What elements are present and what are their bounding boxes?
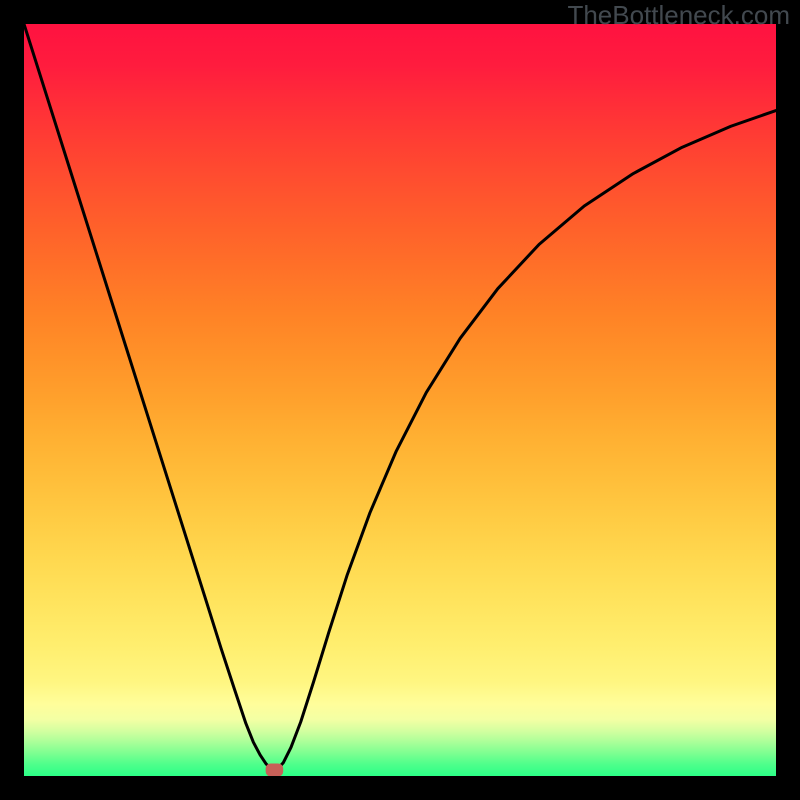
chart-frame — [0, 0, 800, 800]
watermark-text: TheBottleneck.com — [567, 0, 790, 31]
minimum-marker — [266, 764, 283, 776]
gradient-background — [24, 24, 776, 776]
bottleneck-chart — [0, 0, 800, 800]
